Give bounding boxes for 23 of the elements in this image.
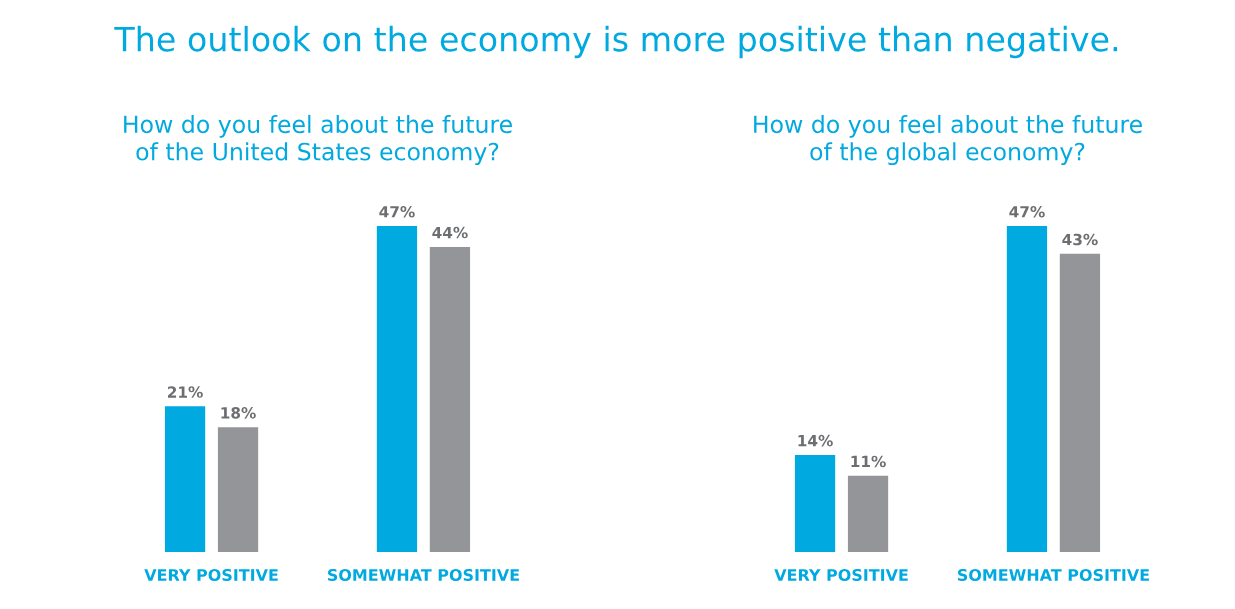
bar: [847, 475, 889, 552]
bar: [376, 226, 418, 552]
text: The outlook on the economy is more positive than negative.: [114, 25, 1118, 59]
bar: [429, 246, 471, 552]
data-label: 47%: [379, 206, 415, 218]
x-tick-label: VERY POSITIVE: [144, 568, 278, 582]
chart-title: How do you feel about the future of the global economy?: [754, 114, 1142, 166]
bar: [794, 454, 836, 552]
data-label: 21%: [167, 386, 203, 398]
bar: [1059, 253, 1101, 552]
data-label: 43%: [1062, 233, 1098, 246]
chart-subtitle: How do you feel about the future of the United States economy?: [124, 114, 512, 166]
data-label: 44%: [432, 226, 468, 239]
bar: [217, 427, 259, 552]
x-tick-label: SOMEWHAT POSITIVE: [327, 568, 519, 582]
data-label: 14%: [798, 434, 833, 447]
x-tick-label: VERY POSITIVE: [774, 568, 908, 582]
data-label: 11%: [851, 455, 886, 468]
bar: [1006, 226, 1048, 552]
bar: [164, 406, 206, 552]
x-tick-label: SOMEWHAT POSITIVE: [957, 568, 1149, 582]
data-label: 18%: [221, 407, 256, 419]
data-label: 47%: [1009, 206, 1045, 218]
